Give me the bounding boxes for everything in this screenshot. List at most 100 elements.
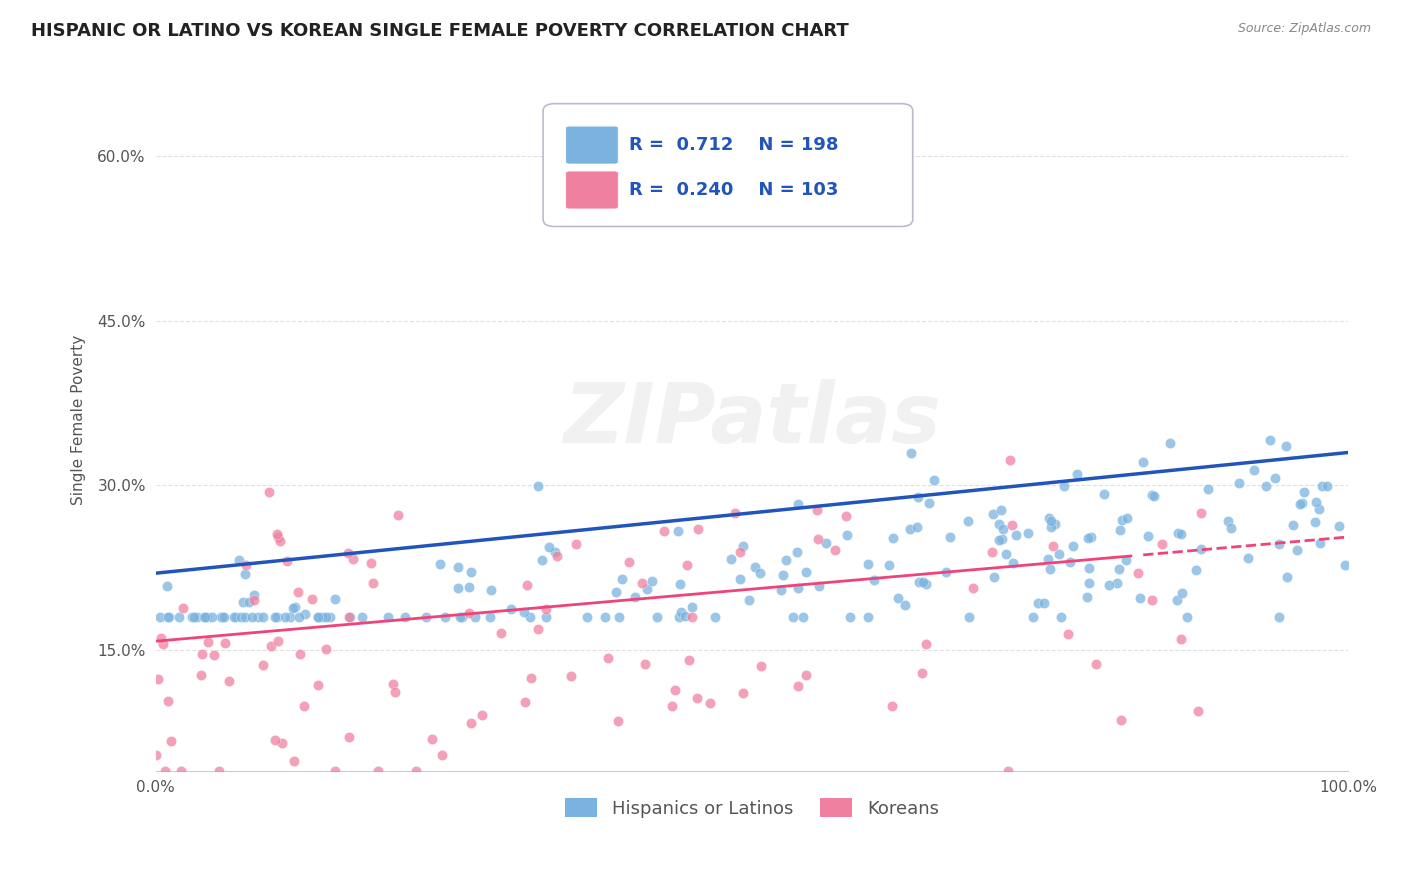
Point: [703, 610, 725, 624]
Point: [1187, 704, 1209, 718]
Point: [1166, 593, 1188, 607]
Point: [669, 577, 692, 591]
Point: [271, 736, 294, 750]
Point: [724, 506, 747, 520]
Point: [360, 556, 382, 570]
Point: [787, 497, 810, 511]
Point: [686, 691, 709, 706]
Point: [995, 547, 1018, 561]
Point: [593, 610, 616, 624]
Point: [222, 610, 245, 624]
Point: [1078, 561, 1101, 575]
Point: [962, 581, 984, 595]
Point: [1275, 439, 1298, 453]
Point: [214, 636, 236, 650]
Point: [1077, 531, 1099, 545]
Point: [1159, 436, 1181, 450]
Point: [671, 605, 693, 619]
Point: [537, 540, 560, 554]
Point: [197, 635, 219, 649]
Text: ZIPatlas: ZIPatlas: [562, 379, 941, 460]
Point: [520, 671, 543, 685]
Point: [882, 531, 904, 545]
Point: [170, 764, 193, 778]
Point: [1047, 547, 1070, 561]
Point: [145, 748, 167, 763]
Point: [269, 533, 291, 548]
Point: [1080, 530, 1102, 544]
Point: [991, 532, 1014, 546]
Point: [957, 610, 980, 624]
Point: [856, 558, 879, 572]
Point: [1258, 433, 1281, 447]
Point: [673, 608, 696, 623]
Point: [605, 585, 627, 599]
Point: [278, 610, 301, 624]
Point: [264, 610, 287, 624]
Point: [1108, 524, 1130, 538]
Point: [1229, 475, 1251, 490]
Point: [733, 686, 755, 700]
Point: [1310, 479, 1333, 493]
Point: [1216, 514, 1239, 528]
Point: [450, 610, 472, 624]
Point: [1129, 591, 1152, 605]
Point: [1039, 514, 1062, 528]
Point: [156, 579, 179, 593]
Point: [815, 536, 838, 550]
Point: [228, 553, 250, 567]
Point: [337, 546, 360, 560]
Point: [908, 574, 931, 589]
Point: [678, 653, 700, 667]
Point: [699, 697, 721, 711]
Point: [775, 553, 797, 567]
Point: [1126, 566, 1149, 580]
Point: [1036, 551, 1059, 566]
Point: [957, 514, 980, 528]
Point: [181, 610, 204, 624]
Point: [1092, 487, 1115, 501]
Point: [288, 610, 311, 624]
Text: Source: ZipAtlas.com: Source: ZipAtlas.com: [1237, 22, 1371, 36]
Point: [787, 581, 810, 595]
Point: [194, 610, 217, 624]
Point: [1308, 502, 1330, 516]
Point: [377, 610, 399, 624]
Point: [893, 598, 915, 612]
FancyBboxPatch shape: [565, 126, 619, 164]
Point: [1039, 520, 1062, 534]
Point: [534, 610, 557, 624]
Point: [479, 610, 502, 624]
Point: [981, 507, 1004, 521]
Point: [607, 610, 630, 624]
Point: [157, 610, 180, 624]
Point: [1291, 496, 1313, 510]
Point: [530, 553, 553, 567]
Point: [1004, 527, 1026, 541]
Point: [1285, 542, 1308, 557]
Point: [430, 747, 453, 762]
Point: [544, 544, 567, 558]
Point: [152, 637, 174, 651]
Point: [1057, 627, 1080, 641]
Point: [281, 601, 304, 615]
Point: [737, 592, 759, 607]
Point: [294, 607, 316, 621]
Point: [387, 508, 409, 523]
Point: [565, 537, 588, 551]
Y-axis label: Single Female Poverty: Single Female Poverty: [72, 334, 86, 505]
Point: [301, 591, 323, 606]
Point: [918, 496, 941, 510]
Point: [367, 764, 389, 778]
Point: [1170, 586, 1192, 600]
Point: [576, 610, 599, 624]
Point: [1189, 542, 1212, 557]
Point: [1197, 482, 1219, 496]
Point: [460, 566, 482, 580]
Point: [898, 522, 921, 536]
Point: [1289, 497, 1312, 511]
Point: [887, 591, 910, 606]
Point: [769, 583, 792, 598]
Point: [935, 566, 957, 580]
Point: [681, 600, 703, 615]
